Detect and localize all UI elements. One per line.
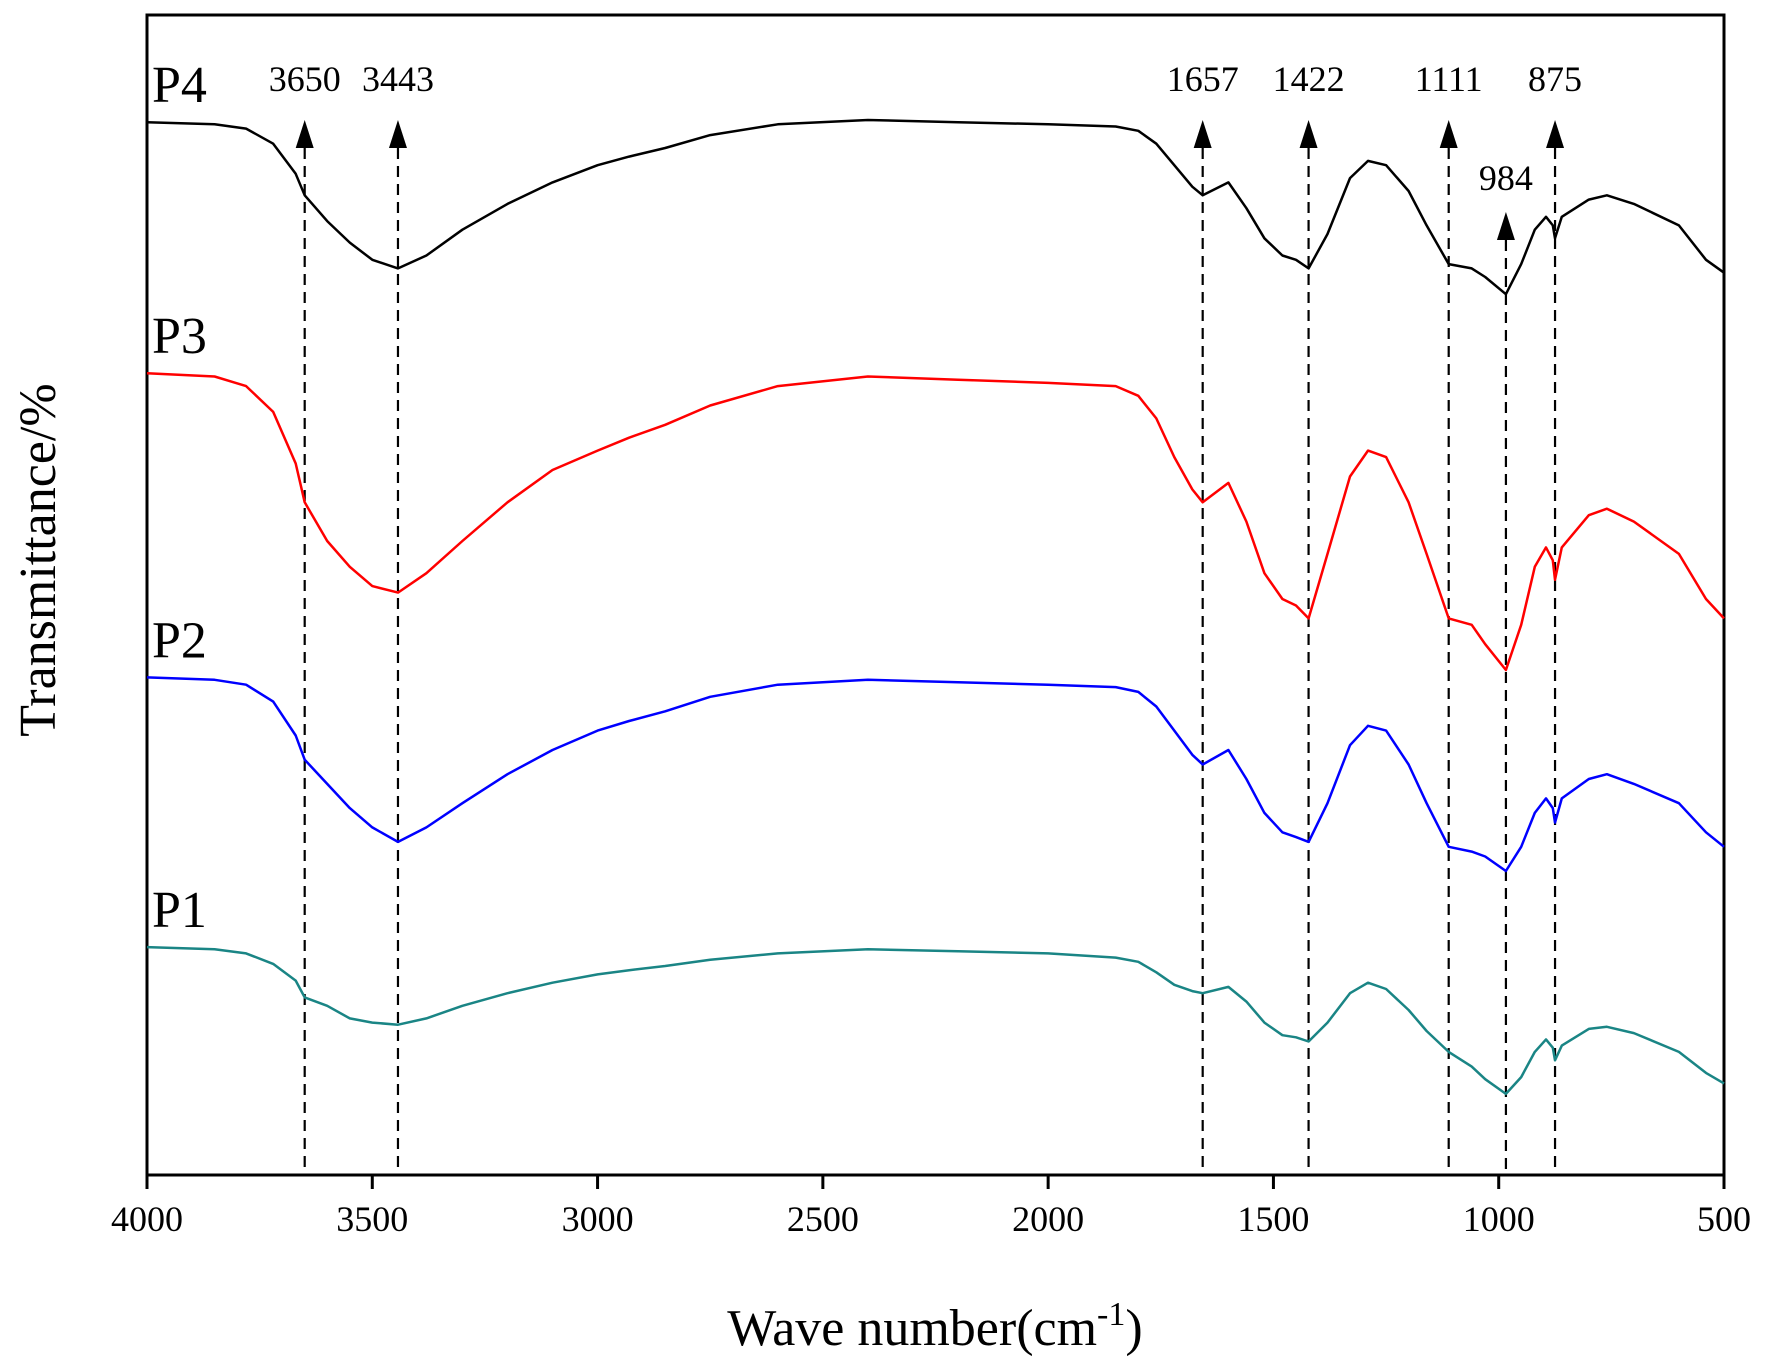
series-label-p1: P1	[152, 882, 207, 939]
series-line-p2	[146, 676, 1725, 873]
series-label-p2: P2	[152, 612, 207, 669]
peak-arrow-1422	[1299, 120, 1318, 148]
series-line-p3	[146, 371, 1725, 672]
series-line-p4	[146, 118, 1725, 296]
peak-label-875: 875	[1528, 59, 1582, 99]
y-axis-title: Transmittance/%	[10, 383, 67, 736]
x-tick-label: 500	[1697, 1199, 1751, 1239]
peak-label-1422: 1422	[1273, 59, 1345, 99]
x-axis-ticks: 4000 3500 3000 2500 2000 1500 1000 500	[111, 1175, 1751, 1239]
x-tick-label: 1000	[1463, 1199, 1535, 1239]
series-label-p3: P3	[152, 308, 207, 365]
x-tick-label: 3000	[562, 1199, 634, 1239]
x-axis-title-end: )	[1125, 1300, 1142, 1357]
peak-label-3650: 3650	[269, 59, 341, 99]
plot-frame	[145, 13, 1726, 1177]
peak-arrow-1657	[1193, 120, 1212, 148]
peak-arrow-984	[1496, 212, 1515, 240]
peak-arrow-3443	[388, 120, 407, 148]
x-axis-title-superscript: -1	[1097, 1296, 1125, 1333]
annotations: P4 P3 P2 P1 3650 3443 1657 1422 1111 984 875	[152, 57, 1582, 939]
peak-label-1657: 1657	[1167, 59, 1239, 99]
peak-label-1111: 1111	[1415, 59, 1483, 99]
x-tick-label: 2000	[1012, 1199, 1084, 1239]
series-line-p1	[146, 945, 1725, 1096]
x-tick-label: 3500	[336, 1199, 408, 1239]
peak-label-3443: 3443	[362, 59, 434, 99]
x-tick-label: 1500	[1237, 1199, 1309, 1239]
peak-arrow-875	[1546, 120, 1565, 148]
x-tick-label: 4000	[111, 1199, 183, 1239]
series-lines	[146, 118, 1725, 1096]
x-axis-title: Wave number(cm-1)	[727, 1296, 1142, 1357]
series-label-p4: P4	[152, 57, 207, 114]
x-tick-label: 2500	[787, 1199, 859, 1239]
peak-label-984: 984	[1479, 158, 1533, 198]
peak-guide-lines	[303, 148, 1557, 1175]
peak-arrow-3650	[295, 120, 314, 148]
peak-arrow-1111	[1439, 120, 1458, 148]
x-axis-title-main: Wave number(cm	[727, 1300, 1097, 1357]
